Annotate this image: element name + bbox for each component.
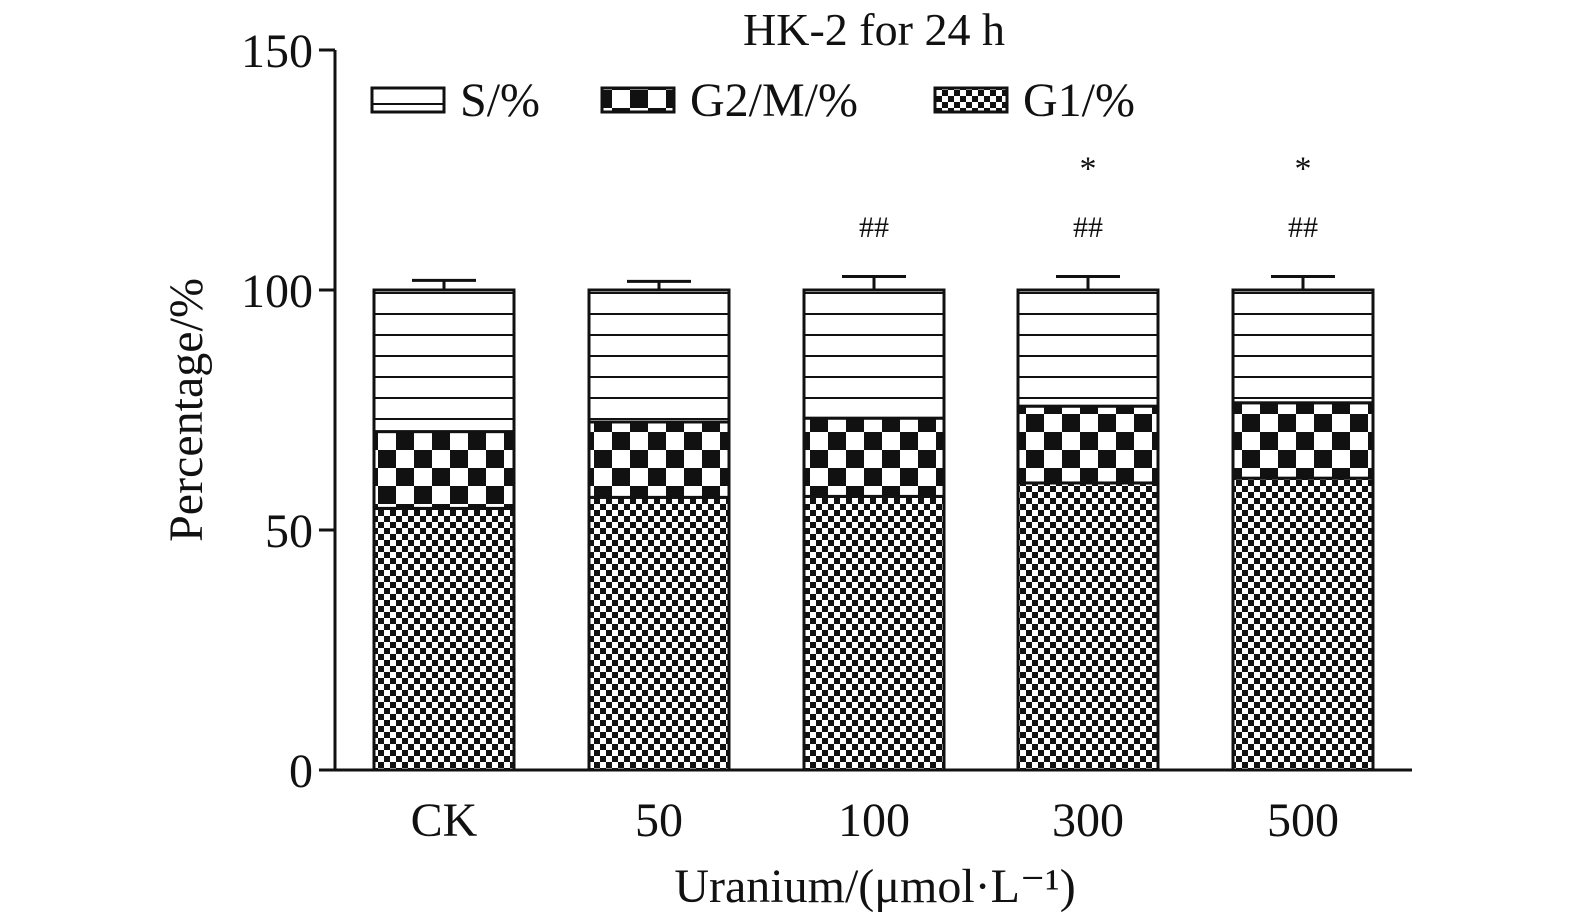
annotations: ## ## ## * * bbox=[859, 151, 1318, 245]
annotation-hash-300: ## bbox=[1073, 211, 1103, 244]
bar-g2-m-ck bbox=[372, 430, 516, 510]
y-tick-label-150: 150 bbox=[241, 25, 313, 78]
bar-g2-m-100 bbox=[802, 416, 946, 498]
legend-swatch-g1 bbox=[933, 86, 1009, 114]
x-tick-label-300: 300 bbox=[1052, 794, 1124, 847]
y-tick-label-0: 0 bbox=[289, 745, 313, 798]
bar-g1-100 bbox=[802, 494, 946, 772]
bar-g2-m-500 bbox=[1231, 401, 1375, 480]
bars bbox=[372, 275, 1375, 772]
y-tick-label-100: 100 bbox=[241, 265, 313, 318]
legend-swatch-g2-m bbox=[600, 86, 676, 114]
x-tick-label-50: 50 bbox=[635, 794, 683, 847]
bar-g2-m-300 bbox=[1016, 404, 1160, 485]
legend-label-g1: G1/% bbox=[1023, 74, 1135, 127]
annotation-star-300: * bbox=[1080, 151, 1097, 188]
bar-g1-ck bbox=[372, 506, 516, 772]
annotation-hash-100: ## bbox=[859, 211, 889, 244]
annotation-hash-500: ## bbox=[1288, 211, 1318, 244]
y-tick-label-50: 50 bbox=[265, 505, 313, 558]
bar-s-500 bbox=[1231, 288, 1375, 405]
y-axis-title: Percentage/% bbox=[160, 278, 213, 542]
x-tick-label-500: 500 bbox=[1267, 794, 1339, 847]
y-axis: 0 50 100 150 bbox=[241, 25, 337, 798]
bar-s-ck bbox=[372, 288, 516, 434]
bar-g1-500 bbox=[1231, 476, 1375, 772]
bar-s-100 bbox=[802, 288, 946, 420]
bar-s-50 bbox=[587, 288, 731, 424]
x-tick-label-ck: CK bbox=[411, 794, 478, 847]
x-axis-title: Uranium/(μmol·L⁻¹) bbox=[674, 860, 1075, 913]
x-axis: CK 50 100 300 500 bbox=[335, 768, 1412, 847]
x-tick-label-100: 100 bbox=[838, 794, 910, 847]
legend: S/% G2/M/% G1/% bbox=[370, 74, 1135, 127]
bar-g1-300 bbox=[1016, 481, 1160, 772]
chart-title: HK-2 for 24 h bbox=[743, 4, 1005, 55]
bar-s-300 bbox=[1016, 288, 1160, 408]
legend-label-g2-m: G2/M/% bbox=[690, 74, 858, 127]
bar-g2-m-50 bbox=[587, 420, 731, 499]
legend-label-s: S/% bbox=[460, 74, 540, 127]
annotation-star-500: * bbox=[1295, 151, 1312, 188]
bar-g1-50 bbox=[587, 495, 731, 772]
legend-swatch-s bbox=[370, 86, 446, 114]
